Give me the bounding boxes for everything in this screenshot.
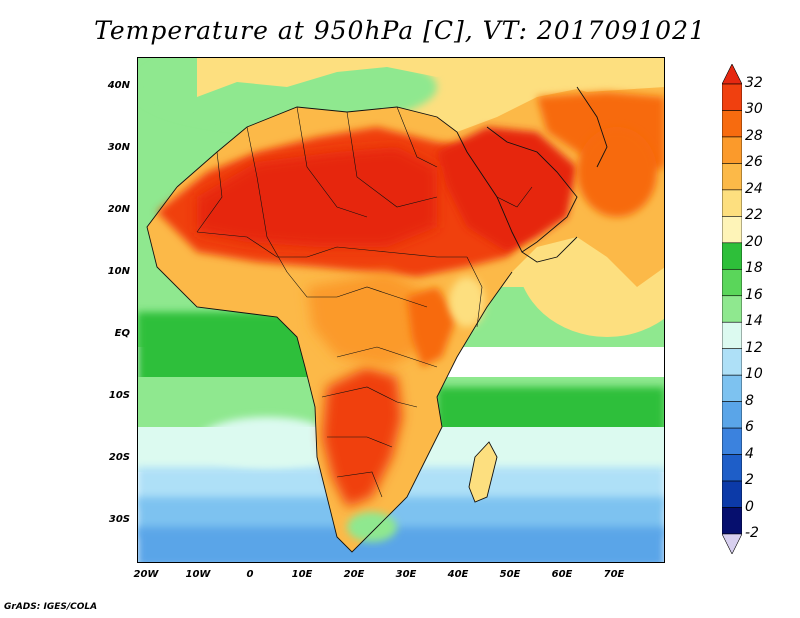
lat-label: 30S [108,514,130,525]
colorbar-swatch [722,321,742,350]
colorbar-tick-label: 22 [745,207,763,224]
colorbar-swatch [722,295,742,323]
arabia-hot-zone [437,127,577,252]
colorbar-tick-label: 20 [745,233,763,250]
lon-label: 40E [447,569,469,580]
colorbar-swatch [722,242,742,270]
map-title: Temperature at 950hPa [C], VT: 201709102… [94,16,706,45]
lon-label: 50E [499,569,521,580]
colorbar-swatch [722,216,742,244]
central-warm-zone [307,272,437,367]
lat-label: 10N [107,266,130,277]
colorbar-swatch [722,64,742,85]
colorbar-tick-label: 8 [745,392,754,409]
eastern-warm-zone [407,287,457,367]
lon-label: 30E [395,569,417,580]
colorbar-tick-label: 6 [745,419,754,436]
credit-text: GrADS: IGES/COLA [4,602,98,612]
colorbar-swatch [722,189,742,217]
ocean-band [137,527,665,563]
colorbar-swatch [722,268,742,297]
colorbar-tick-label: 14 [745,313,763,330]
lon-label: 10E [291,569,313,580]
colorbar-swatch [722,136,742,164]
lon-label: 20E [343,569,365,580]
sa-cool-zone [347,512,397,542]
colorbar-swatch [722,348,742,376]
lat-label: 20N [107,204,130,215]
colorbar-swatch [722,110,742,138]
colorbar-swatch [722,507,742,535]
colorbar-swatch [722,533,742,554]
lon-label: 70E [603,569,625,580]
colorbar [722,64,742,554]
colorbar-swatch [722,401,742,429]
colorbar-swatch [722,163,742,191]
colorbar-tick-label: 28 [745,127,763,144]
colorbar-swatch [722,454,742,482]
colorbar-tick-label: 24 [745,180,763,197]
colorbar-tick-label: 26 [745,154,763,171]
colorbar-swatch [722,427,742,455]
lat-label: EQ [114,328,130,339]
colorbar-swatch [722,480,742,508]
colorbar-tick-label: 2 [745,472,754,489]
colorbar-tick-label: 12 [745,339,763,356]
country-borders [196,106,533,498]
colorbar-tick-label: 10 [745,366,763,383]
lat-label: 40N [107,80,130,91]
map-frame [137,57,665,563]
coastlines [146,86,608,553]
temperature-map [137,57,665,563]
lat-label: 10S [108,390,130,401]
lon-label: 0 [246,569,254,580]
colorbar-tick-label: 16 [745,286,763,303]
madagascar-land [469,442,497,502]
lon-label: 20W [133,569,159,580]
sahara-core-zone [197,147,437,247]
india-warm-zone [577,127,657,217]
colorbar-swatch [722,374,742,402]
lon-label: 10W [185,569,211,580]
colorbar-tick-label: -2 [745,525,759,541]
colorbar-tick-label: 32 [745,75,763,91]
colorbar-tick-label: 0 [745,498,754,515]
colorbar-tick-label: 30 [745,101,763,118]
highland-cool-zone [449,277,485,327]
cool-patch [197,417,337,467]
lat-label: 30N [107,142,130,153]
colorbar-swatch [722,83,742,111]
europe-land [197,57,665,97]
colorbar-tick-label: 18 [745,260,763,277]
lon-label: 60E [551,569,573,580]
lat-label: 20S [108,452,130,463]
colorbar-tick-label: 4 [745,445,754,462]
